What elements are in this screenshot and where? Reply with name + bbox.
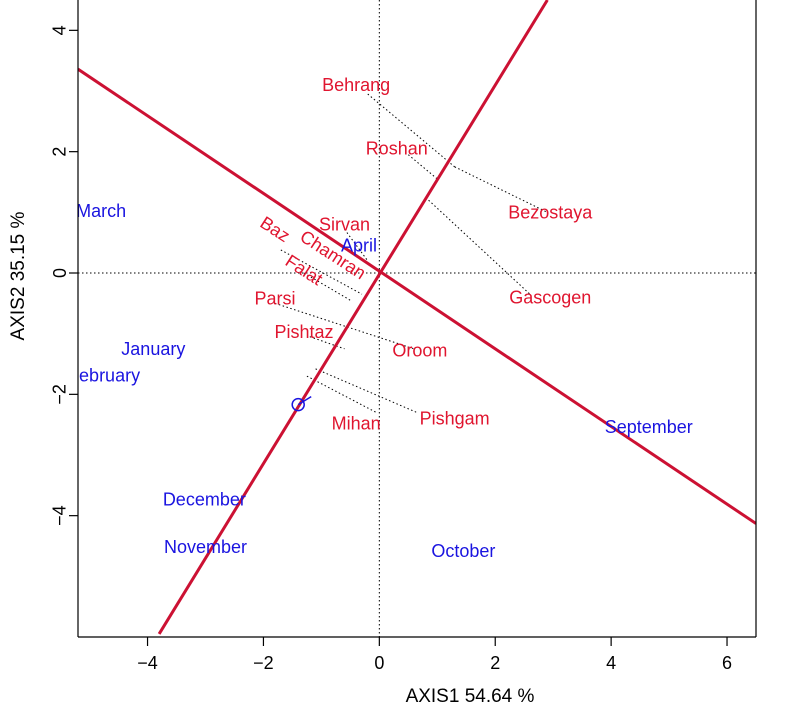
genotype-label: Behrang [322,75,390,95]
ate-ordinate-line [157,0,549,635]
genotype-label: Parsi [255,288,296,308]
projection-line [367,93,455,168]
y-tick-label: −2 [50,384,70,405]
projection-line [303,272,351,301]
projection-line [280,249,363,295]
x-tick-label: 0 [374,653,384,673]
genotype-label: Oroom [392,341,447,361]
x-tick-label: 4 [606,653,616,673]
environment-label: April [341,236,377,256]
genotype-label: Baz [257,212,294,246]
projection-line [274,302,415,350]
y-axis: −4 −2 0 2 4 [50,25,78,526]
genotype-label: Roshan [366,139,428,159]
x-tick-label: −4 [137,653,158,673]
environment-label: October [431,541,495,561]
projection-line [344,229,369,262]
environment-label: November [164,537,247,557]
projection-line [315,368,418,413]
genotype-label: Mihan [332,413,381,433]
projection-line [454,166,548,213]
environment-label: February [68,366,140,386]
y-tick-label: −4 [50,505,70,526]
environment-label: December [163,489,246,509]
genotype-label: Pishtaz [274,322,333,342]
environment-label: September [605,417,693,437]
environment-label: March [76,201,126,221]
ate-abscissa-line [78,67,756,525]
x-tick-label: 2 [490,653,500,673]
average-environment-arrow [297,396,312,406]
x-axis: −4 −2 0 2 4 6 [137,637,732,673]
genotype-label: Bezostaya [508,202,593,222]
x-axis-label: AXIS1 54.64 % [406,686,535,707]
y-tick-label: 2 [50,147,70,157]
average-environment-marker [291,397,305,412]
y-tick-label: 4 [50,25,70,35]
y-tick-label: 0 [50,268,70,278]
projection-line [428,199,531,295]
y-axis-label: AXIS2 35.15 % [8,211,29,340]
environment-label: January [121,339,185,359]
projection-line [306,375,377,413]
x-tick-label: −2 [253,653,274,673]
genotype-label: Gascogen [509,287,591,307]
x-tick-label: 6 [722,653,732,673]
genotype-label: Pishgam [420,409,490,429]
genotype-label: Sirvan [319,214,370,234]
